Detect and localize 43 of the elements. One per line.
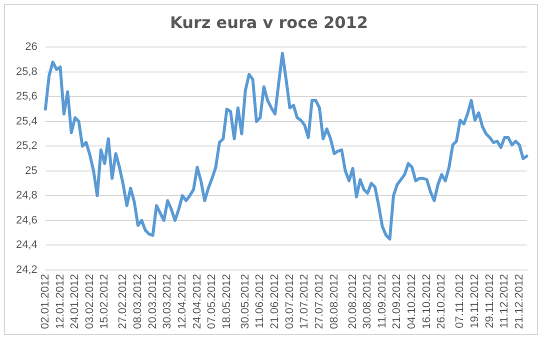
x-tick-label: 19.11.2012 xyxy=(468,274,481,328)
x-tick-label: 07.05.2012 xyxy=(206,274,218,330)
x-tick-label: 30.05.2012 xyxy=(239,274,252,330)
x-tick-label: 07.11.2012 xyxy=(454,274,466,328)
x-tick-label: 27.02.2012 xyxy=(117,274,130,330)
y-tick-label: 25,6 xyxy=(16,90,38,103)
y-tick-label: 24,6 xyxy=(16,214,38,226)
y-tick-label: 25,4 xyxy=(16,115,38,128)
y-tick-label: 24,2 xyxy=(16,264,38,276)
x-tick-label: 20.08.2012 xyxy=(346,274,359,330)
x-tick-label: 20.03.2012 xyxy=(146,274,159,330)
x-tick-label: 03.07.2012 xyxy=(284,274,296,330)
y-tick-label: 24,8 xyxy=(16,190,38,202)
y-tick-label: 25 xyxy=(25,164,38,177)
x-tick-label: 15.02.2012 xyxy=(98,274,111,330)
x-tick-label: 11.06.2012 xyxy=(254,274,266,328)
x-tick-label: 24.01.2012 xyxy=(69,274,82,330)
x-tick-label: 21.09.2012 xyxy=(391,274,404,330)
x-tick-label: 12.04.2012 xyxy=(176,274,188,330)
x-tick-label: 11.09.2012 xyxy=(376,274,388,328)
x-tick-label: 03.02.2012 xyxy=(84,274,96,330)
x-tick-label: 08.08.2012 xyxy=(328,274,340,330)
x-tick-label: 17.07.2012 xyxy=(298,274,311,330)
x-tick-label: 18.05.2012 xyxy=(220,274,233,330)
x-tick-label: 21.12.2012 xyxy=(513,274,526,330)
x-tick-label: 24.04.2012 xyxy=(191,274,204,330)
x-tick-label: 30.03.2012 xyxy=(162,274,174,330)
x-tick-label: 02.01.2012 xyxy=(39,274,52,330)
y-tick-label: 26 xyxy=(25,41,38,54)
x-tick-label: 12.01.2012 xyxy=(54,274,66,330)
x-tick-label: 30.08.2012 xyxy=(362,274,374,330)
x-tick-label: 27.07.2012 xyxy=(313,274,326,330)
y-tick-label: 25,2 xyxy=(16,140,38,152)
x-tick-label: 08.03.2012 xyxy=(132,274,144,330)
x-tick-label: 11.12.2012 xyxy=(498,274,511,328)
x-tick-label: 26.10.2012 xyxy=(436,274,448,330)
y-tick-label: 25,8 xyxy=(16,66,38,78)
chart-title: Kurz eura v roce 2012 xyxy=(170,12,368,32)
y-tick-label: 24,4 xyxy=(16,239,38,252)
x-tick-label: 04.10.2012 xyxy=(406,274,418,330)
x-tick-label: 21.06.2012 xyxy=(269,274,282,330)
x-tick-label: 16.10.2012 xyxy=(420,274,433,330)
x-tick-label: 29.11.2012 xyxy=(484,274,496,328)
